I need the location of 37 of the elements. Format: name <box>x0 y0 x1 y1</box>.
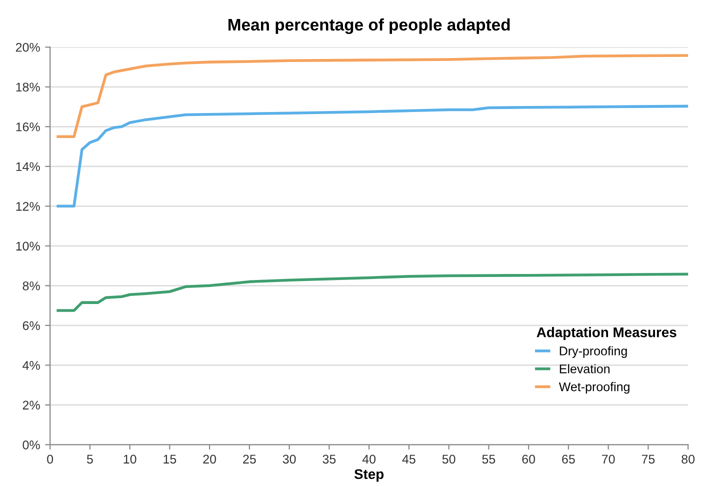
x-tick-label: 30 <box>282 454 296 464</box>
x-tick-label: 20 <box>203 454 216 464</box>
legend-label: Wet-proofing <box>558 382 630 394</box>
line-series <box>56 54 688 138</box>
legend-label: Elevation <box>560 364 610 374</box>
x-tick-label: 65 <box>562 454 575 464</box>
x-tick-label: 35 <box>322 454 336 464</box>
x-tick-label: 75 <box>642 454 655 464</box>
line-series <box>56 272 688 312</box>
y-tick-label: 6% <box>22 321 40 330</box>
y-tick-label: 18% <box>16 82 40 92</box>
x-tick-label: 45 <box>402 454 416 464</box>
line-series <box>56 104 688 208</box>
x-axis-title: Step <box>354 469 384 482</box>
y-tick-label: 20% <box>16 42 40 52</box>
x-tick-label: 80 <box>682 454 695 464</box>
y-tick-label: 16% <box>16 122 40 132</box>
y-tick-label: 10% <box>16 242 40 251</box>
y-tick-label: 8% <box>22 281 40 290</box>
x-tick-label: 10 <box>124 454 136 464</box>
y-tick-label: 2% <box>22 400 40 410</box>
y-tick-label: 4% <box>22 361 40 370</box>
y-tick-label: 14% <box>16 162 40 172</box>
y-tick-label: 0% <box>22 440 40 450</box>
x-tick-label: 50 <box>442 454 456 464</box>
legend-label: Dry-proofing <box>560 346 627 358</box>
x-tick-label: 15 <box>164 454 176 464</box>
chart-title: Mean percentage of people adapted <box>228 18 510 34</box>
x-tick-label: 5 <box>86 454 93 464</box>
x-tick-label: 70 <box>602 454 615 464</box>
x-tick-label: 60 <box>522 454 536 464</box>
x-tick-label: 55 <box>482 454 496 464</box>
y-tick-label: 12% <box>16 202 40 211</box>
x-tick-label: 40 <box>362 454 376 464</box>
x-tick-label: 0 <box>47 454 54 464</box>
legend-title: Adaptation Measures <box>536 327 676 340</box>
x-tick-label: 25 <box>243 454 256 464</box>
